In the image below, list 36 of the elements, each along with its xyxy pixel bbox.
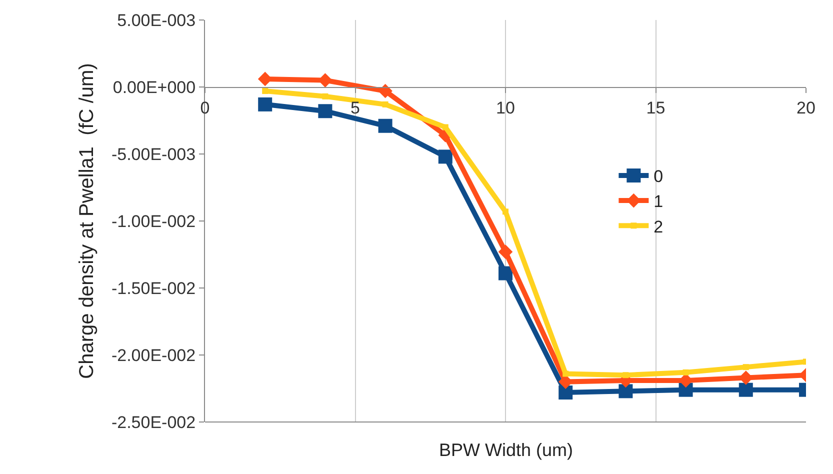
point <box>382 101 388 108</box>
point <box>502 208 508 215</box>
point <box>258 72 272 86</box>
x-tick-label: 20 <box>796 98 816 118</box>
point <box>618 384 633 398</box>
point <box>322 93 328 100</box>
point <box>262 88 268 94</box>
x-tick-label: 10 <box>496 98 515 118</box>
point <box>622 372 629 378</box>
y-tick-label: -2.50E-002 <box>111 412 196 432</box>
legend-label: 2 <box>654 217 664 236</box>
point <box>498 266 512 280</box>
y-axis-title: Charge density at Pwella1 (fC /um) <box>76 63 98 379</box>
point <box>318 73 332 88</box>
y-tick-label: -1.50E-002 <box>111 278 196 298</box>
x-axis-title: BPW Width (um) <box>439 440 574 460</box>
y-tick-label: -5.00E-003 <box>111 144 196 164</box>
y-tick-label: -1.00E-002 <box>111 212 196 231</box>
point <box>742 364 749 370</box>
point <box>682 369 689 376</box>
point <box>558 386 573 400</box>
x-tick-label: 15 <box>646 98 666 118</box>
point <box>438 150 452 164</box>
point <box>738 382 753 397</box>
point <box>442 124 448 130</box>
y-tick-label: 0.00E+000 <box>112 78 196 97</box>
point <box>258 97 272 112</box>
legend-label: 0 <box>654 167 664 186</box>
y-tick-label: -2.00E-002 <box>111 346 196 365</box>
legend-label: 1 <box>654 192 664 212</box>
point <box>562 370 569 377</box>
point <box>378 118 392 133</box>
y-tick-label: 5.00E-003 <box>117 10 196 30</box>
point <box>498 244 513 259</box>
x-tick-label: 5 <box>350 98 360 118</box>
point <box>318 104 332 118</box>
